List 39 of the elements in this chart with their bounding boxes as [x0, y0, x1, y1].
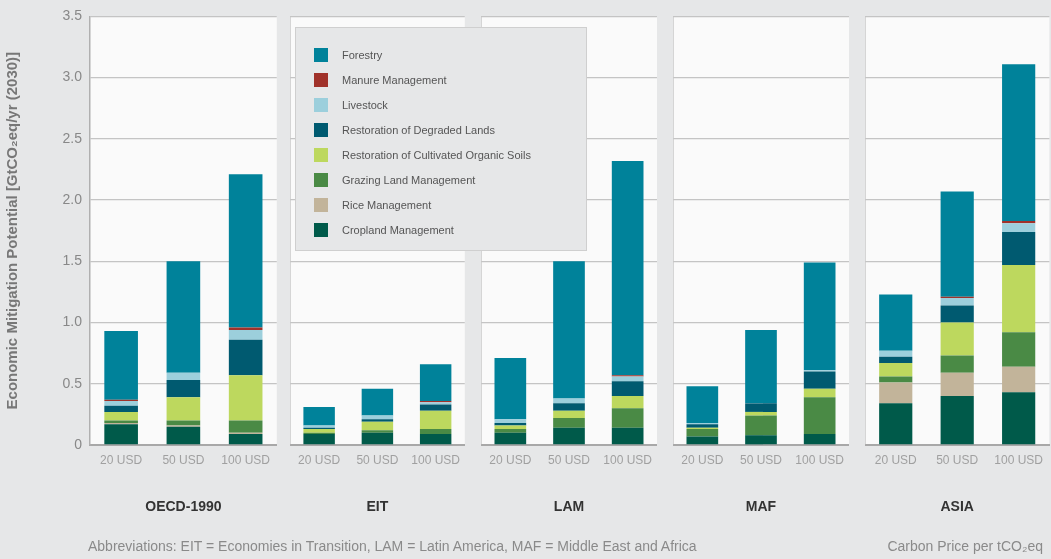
legend-label: Cropland Management — [342, 223, 454, 236]
x-tick-label: 50 USD — [162, 452, 205, 467]
x-axis-title: OECD-1990 — [145, 498, 222, 515]
x-tick-label: 100 USD — [221, 452, 271, 467]
x-axis-title: LAM — [553, 498, 585, 515]
x-tick-label: 50 USD — [739, 452, 783, 467]
x-tick-label: 20 USD — [489, 452, 532, 467]
y-tick-label: 3.0 — [62, 68, 83, 85]
x-tick-label: 20 USD — [681, 452, 724, 467]
legend-label: Rice Management — [342, 198, 432, 211]
text: Abbreviations: EIT = Economies in Transition, LAM = Latin America, MAF = Middle East and Africa — [88, 538, 697, 554]
text: Carbon Price per tCO₂eq — [887, 538, 1043, 554]
x-tick-label: 100 USD — [603, 452, 653, 467]
x-tick-label: 100 USD — [994, 452, 1044, 467]
y-tick-label: 2.5 — [62, 129, 83, 146]
x-tick-label: 50 USD — [547, 452, 591, 467]
y-tick-label: 0 — [74, 435, 83, 452]
x-tick-label: 50 USD — [936, 452, 979, 467]
legend-label: Grazing Land Management — [342, 173, 476, 186]
x-axis-title: ASIA — [940, 498, 974, 515]
x-tick-label: 20 USD — [100, 452, 143, 467]
x-tick-label: 100 USD — [795, 452, 845, 467]
y-axis-title: Economic Mitigation Potential [GtCO₂eq/yr (2030)] — [3, 51, 21, 410]
x-tick-label: 20 USD — [298, 452, 341, 467]
legend-label: Manure Management — [342, 73, 447, 86]
x-tick-label: 20 USD — [874, 452, 918, 467]
y-tick-label: 1.0 — [62, 313, 83, 330]
y-tick-label: 1.5 — [62, 252, 83, 269]
x-axis-title: EIT — [366, 498, 389, 515]
legend-label: Restoration of Degraded Lands — [342, 123, 495, 136]
x-tick-label: 100 USD — [411, 452, 461, 467]
legend-label: Restoration of Cultivated Organic Soils — [342, 148, 531, 161]
legend-label: Forestry — [342, 48, 383, 61]
y-tick-label: 0.5 — [62, 374, 83, 391]
x-axis-title: MAF — [745, 498, 777, 515]
y-tick-label: 3.5 — [62, 7, 83, 24]
legend-label: Livestock — [342, 98, 388, 111]
x-tick-label: 50 USD — [356, 452, 399, 467]
y-tick-label: 2.0 — [62, 190, 83, 207]
